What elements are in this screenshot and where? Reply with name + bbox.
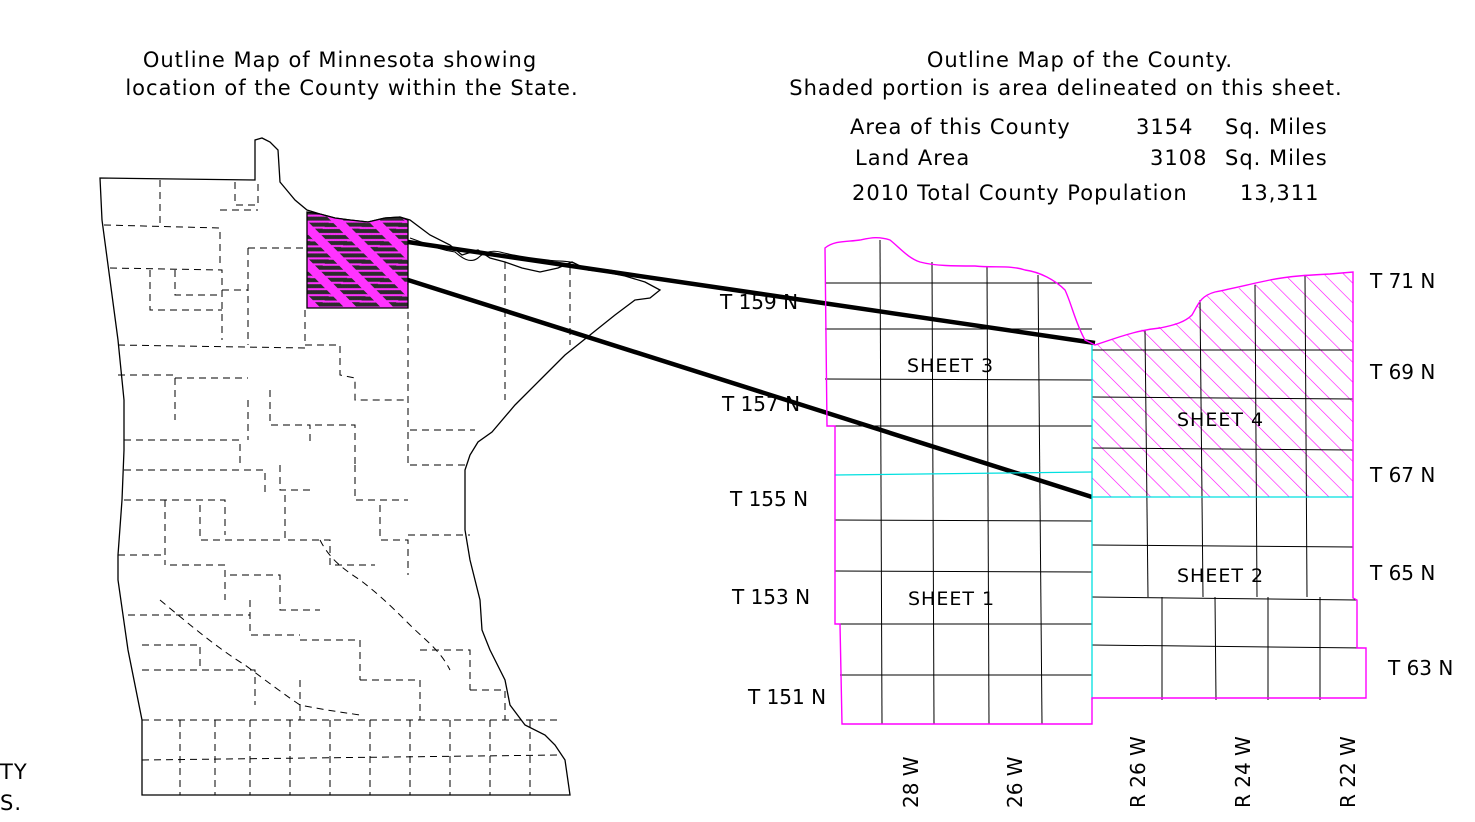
area-unit: Sq. Miles xyxy=(1225,115,1328,139)
highlighted-county[interactable] xyxy=(306,211,409,309)
county-caption-line2: Shaded portion is area delineated on thi… xyxy=(789,76,1342,100)
county-boundary xyxy=(824,237,1367,725)
connector-lines xyxy=(407,239,1096,500)
sheet1-label[interactable]: SHEET 1 xyxy=(908,588,995,610)
connector-top xyxy=(407,239,1096,346)
state-caption-line1: Outline Map of Minnesota showing xyxy=(143,48,537,72)
sheet-dividers xyxy=(834,345,1353,700)
edge-fragment-1: TY xyxy=(0,760,28,784)
township-label-right-0: T 71 N xyxy=(1369,269,1435,293)
land-area-unit: Sq. Miles xyxy=(1225,146,1328,170)
township-label-left-0: T 159 N xyxy=(719,290,798,314)
township-label-right-1: T 69 N xyxy=(1369,360,1435,384)
land-area-value: 3108 xyxy=(1150,146,1207,170)
township-grid xyxy=(824,239,1366,725)
area-value: 3154 xyxy=(1136,115,1193,139)
range-label-3: R 24 W xyxy=(1231,736,1255,808)
township-label-left-4: T 151 N xyxy=(747,685,826,709)
state-caption-line2: location of the County within the State. xyxy=(125,76,578,100)
range-labels: 28 W 26 W R 26 W R 24 W R 22 W xyxy=(899,736,1360,808)
township-label-left-3: T 153 N xyxy=(731,585,810,609)
range-label-4: R 22 W xyxy=(1336,736,1360,808)
sheet4-hatched-area[interactable] xyxy=(1092,272,1353,497)
county-caption-line1: Outline Map of the County. xyxy=(927,48,1233,72)
township-labels-right: T 71 N T 69 N T 67 N T 65 N T 63 N xyxy=(1369,269,1453,680)
range-label-2: R 26 W xyxy=(1126,736,1150,808)
population-label: 2010 Total County Population xyxy=(852,181,1188,205)
land-area-label: Land Area xyxy=(855,146,970,170)
sheet2-label[interactable]: SHEET 2 xyxy=(1177,565,1264,587)
township-label-right-4: T 63 N xyxy=(1387,656,1453,680)
area-label: Area of this County xyxy=(850,115,1071,139)
township-label-right-2: T 67 N xyxy=(1369,463,1435,487)
township-label-right-3: T 65 N xyxy=(1369,561,1435,585)
township-label-left-2: T 155 N xyxy=(729,487,808,511)
connector-bottom xyxy=(407,277,1093,500)
sheet3-label[interactable]: SHEET 3 xyxy=(907,355,994,377)
sheet4-label[interactable]: SHEET 4 xyxy=(1177,409,1264,431)
township-labels-left: T 159 N T 157 N T 155 N T 153 N T 151 N xyxy=(719,290,826,709)
population-value: 13,311 xyxy=(1240,181,1319,205)
range-label-1: 26 W xyxy=(1003,756,1027,808)
edge-fragment-2: S. xyxy=(0,791,22,815)
range-label-0: 28 W xyxy=(899,756,923,808)
township-label-left-1: T 157 N xyxy=(721,392,800,416)
county-boundaries xyxy=(103,180,571,795)
